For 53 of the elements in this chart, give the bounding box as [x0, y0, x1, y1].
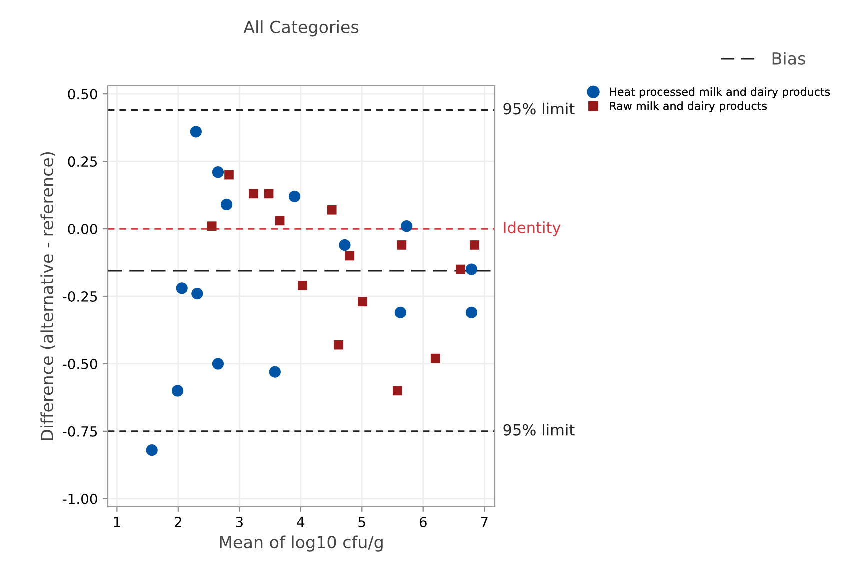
point — [176, 282, 188, 294]
point — [288, 190, 301, 202]
y-tick-label: -0.75 — [63, 426, 98, 437]
y-tick-label: -0.50 — [63, 358, 98, 370]
chart-title: All Categories — [244, 20, 359, 37]
point — [269, 366, 281, 378]
y-tick-label: 0.25 — [68, 156, 98, 168]
point — [397, 240, 407, 250]
point — [470, 240, 480, 250]
point — [212, 166, 224, 178]
point — [212, 358, 224, 370]
point — [345, 251, 355, 261]
point — [192, 288, 204, 300]
y-tick-label: -0.25 — [63, 291, 98, 302]
point — [172, 385, 184, 397]
point — [339, 239, 351, 252]
legend-label: Raw milk and dairy products — [610, 102, 767, 112]
x-tick-label: 3 — [236, 516, 243, 528]
x-tick-label: 2 — [175, 516, 182, 528]
point — [298, 281, 308, 290]
legend-label: Bias — [772, 52, 806, 65]
y-axis-title: Difference (alternative - reference) — [40, 152, 56, 440]
x-axis-title: Mean of log10 cfu/g — [220, 536, 383, 552]
point — [249, 189, 258, 199]
point — [220, 198, 233, 211]
ref-line-label: 95% limit — [504, 424, 575, 436]
point — [190, 126, 202, 138]
point — [327, 205, 337, 215]
point — [146, 444, 158, 456]
point — [358, 297, 368, 307]
x-tick-label: 5 — [358, 517, 366, 528]
y-tick-label: 0.50 — [68, 89, 98, 100]
point — [275, 216, 285, 226]
point — [334, 340, 344, 350]
point — [430, 354, 440, 364]
point — [224, 170, 234, 180]
point — [456, 264, 466, 274]
y-tick-label: -1.00 — [63, 494, 98, 504]
point — [466, 306, 478, 318]
point — [207, 222, 217, 231]
point — [394, 306, 407, 318]
point — [466, 264, 478, 276]
legend-label: Heat processed milk and dairy products — [610, 88, 830, 98]
point — [401, 220, 413, 232]
ref-line-label: 95% limit — [504, 102, 575, 115]
x-tick-label: 6 — [420, 516, 427, 528]
point — [264, 189, 274, 199]
x-tick-label: 1 — [114, 517, 120, 528]
ref-line-label: Identity — [504, 222, 561, 236]
x-tick-label: 4 — [297, 517, 305, 528]
point — [392, 386, 402, 396]
y-tick-label: 0.00 — [68, 224, 98, 235]
x-tick-label: 7 — [481, 517, 488, 528]
